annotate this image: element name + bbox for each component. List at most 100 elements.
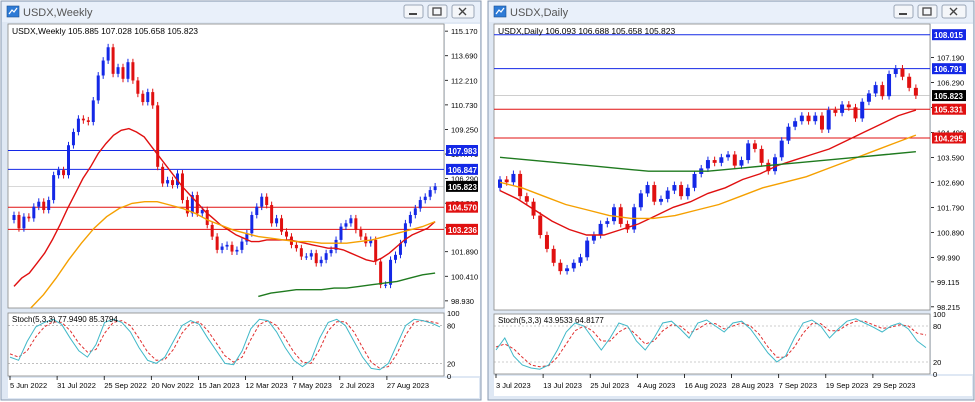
- candle-body[interactable]: [195, 195, 199, 214]
- candle-body[interactable]: [887, 73, 892, 97]
- candle-body[interactable]: [408, 214, 412, 224]
- candle-body[interactable]: [205, 210, 209, 225]
- candle-body[interactable]: [591, 235, 596, 241]
- candle-body[interactable]: [240, 241, 244, 250]
- candle-body[interactable]: [612, 207, 617, 222]
- candle-body[interactable]: [413, 208, 417, 215]
- candle-body[interactable]: [329, 249, 333, 254]
- candle-body[interactable]: [57, 170, 61, 176]
- candle-body[interactable]: [658, 198, 663, 202]
- candle-body[interactable]: [210, 224, 214, 237]
- candle-body[interactable]: [860, 101, 865, 119]
- candle-body[interactable]: [752, 143, 757, 149]
- candle-body[interactable]: [37, 201, 41, 207]
- weekly-stochastic-panel[interactable]: Stoch(5,3,3) 77.9490 85.3794: [7, 312, 445, 377]
- title-bar[interactable]: [489, 2, 973, 22]
- candle-body[interactable]: [866, 93, 871, 102]
- candle-body[interactable]: [111, 47, 115, 74]
- candle-body[interactable]: [116, 67, 120, 74]
- candle-body[interactable]: [853, 107, 858, 119]
- candle-body[interactable]: [151, 92, 155, 106]
- candle-body[interactable]: [369, 239, 373, 244]
- candle-body[interactable]: [524, 196, 529, 202]
- maximize-button[interactable]: [917, 4, 938, 19]
- candle-body[interactable]: [27, 216, 31, 219]
- candle-body[interactable]: [294, 244, 298, 249]
- candle-body[interactable]: [324, 253, 328, 260]
- candle-body[interactable]: [913, 87, 918, 96]
- candle-body[interactable]: [185, 200, 189, 214]
- candle-body[interactable]: [403, 223, 407, 244]
- candle-body[interactable]: [67, 145, 70, 176]
- candle-body[interactable]: [746, 143, 751, 161]
- candle-body[interactable]: [101, 60, 105, 76]
- candle-body[interactable]: [121, 67, 125, 79]
- candle-body[interactable]: [672, 185, 677, 191]
- candle-body[interactable]: [275, 218, 279, 224]
- candle-body[interactable]: [846, 104, 851, 108]
- candle-body[interactable]: [565, 268, 570, 272]
- candle-body[interactable]: [544, 235, 549, 249]
- candle-body[interactable]: [131, 62, 135, 81]
- candle-body[interactable]: [22, 216, 26, 229]
- candle-body[interactable]: [645, 185, 650, 194]
- candle-body[interactable]: [394, 254, 397, 260]
- candle-body[interactable]: [558, 262, 563, 272]
- candle-body[interactable]: [32, 206, 36, 219]
- candle-body[interactable]: [819, 115, 824, 130]
- candle-body[interactable]: [518, 173, 523, 197]
- candle-body[interactable]: [42, 201, 46, 211]
- candle-body[interactable]: [334, 239, 338, 250]
- candle-body[interactable]: [126, 62, 130, 79]
- candle-body[interactable]: [840, 104, 845, 113]
- candle-body[interactable]: [806, 115, 811, 122]
- candle-body[interactable]: [91, 100, 95, 122]
- candle-body[interactable]: [309, 253, 313, 257]
- candle-body[interactable]: [265, 196, 269, 206]
- candle-body[interactable]: [364, 236, 368, 244]
- daily-stochastic-panel[interactable]: Stoch(5,3,3) 43.9533 64.8177: [493, 313, 931, 375]
- candle-body[interactable]: [260, 196, 264, 207]
- candle-body[interactable]: [428, 190, 432, 197]
- candle-body[interactable]: [136, 80, 140, 94]
- candle-body[interactable]: [398, 243, 402, 255]
- candle-body[interactable]: [665, 190, 670, 199]
- candle-body[interactable]: [71, 131, 75, 146]
- candle-body[interactable]: [638, 193, 643, 208]
- candle-body[interactable]: [893, 68, 898, 74]
- candle-body[interactable]: [314, 253, 318, 264]
- candle-body[interactable]: [141, 93, 145, 103]
- candle-body[interactable]: [344, 223, 348, 227]
- candle-body[interactable]: [280, 218, 284, 232]
- candle-body[interactable]: [418, 200, 422, 209]
- candle-body[interactable]: [285, 231, 288, 237]
- candle-body[interactable]: [799, 115, 804, 122]
- candle-body[interactable]: [245, 233, 249, 242]
- candle-body[interactable]: [384, 284, 388, 286]
- candle-body[interactable]: [625, 223, 630, 230]
- candle-body[interactable]: [161, 166, 165, 184]
- candle-body[interactable]: [299, 248, 303, 257]
- candle-body[interactable]: [319, 259, 323, 264]
- candle-body[interactable]: [86, 120, 90, 122]
- maximize-button[interactable]: [427, 4, 448, 19]
- candle-body[interactable]: [759, 148, 764, 163]
- candle-body[interactable]: [47, 200, 51, 211]
- candle-body[interactable]: [146, 92, 150, 103]
- candle-body[interactable]: [200, 210, 204, 214]
- candle-body[interactable]: [833, 110, 838, 113]
- candle-body[interactable]: [255, 206, 259, 215]
- candle-body[interactable]: [374, 239, 378, 262]
- candle-body[interactable]: [190, 195, 194, 214]
- candle-body[interactable]: [250, 214, 254, 234]
- title-bar[interactable]: [2, 2, 480, 22]
- candle-body[interactable]: [726, 154, 731, 158]
- close-button[interactable]: [451, 4, 475, 19]
- candle-body[interactable]: [220, 246, 224, 250]
- candle-body[interactable]: [433, 186, 437, 191]
- candle-body[interactable]: [705, 160, 710, 169]
- candle-body[interactable]: [354, 218, 358, 230]
- candle-body[interactable]: [339, 226, 343, 240]
- candle-body[interactable]: [618, 207, 623, 224]
- candle-body[interactable]: [511, 173, 516, 183]
